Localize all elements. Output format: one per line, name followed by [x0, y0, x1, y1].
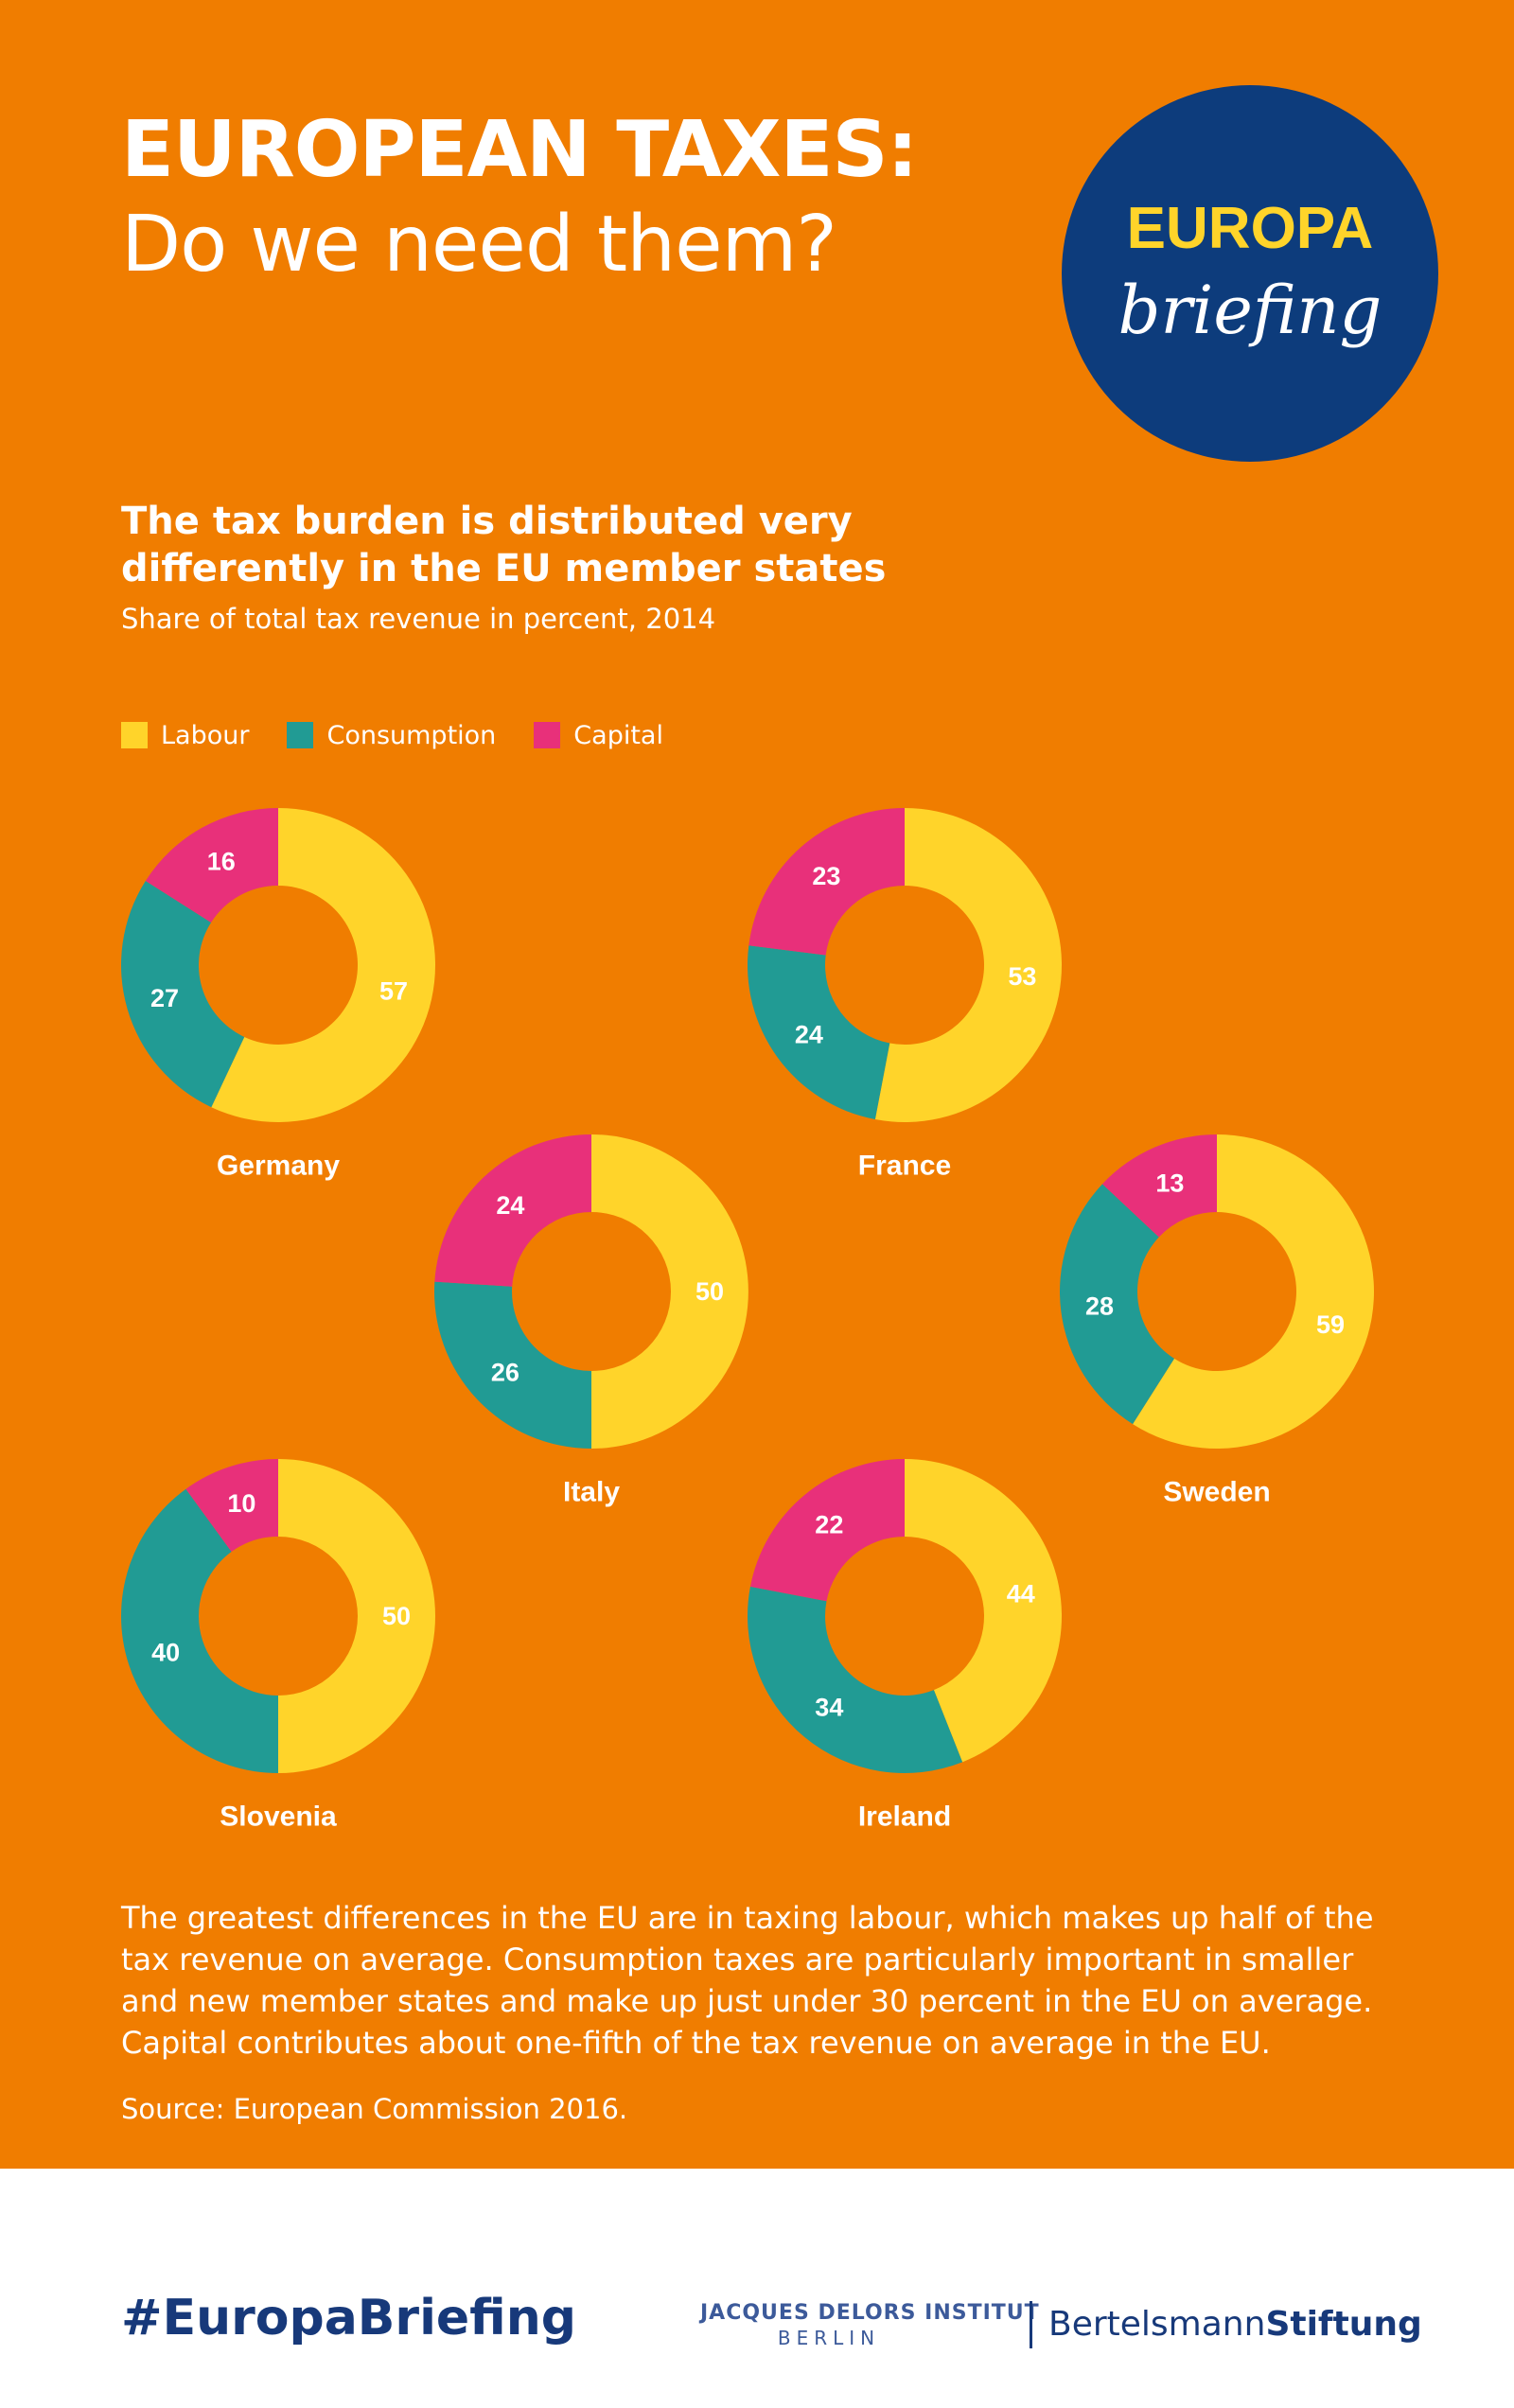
- donut-slovenia: 50 40 10 Slovenia: [120, 1459, 435, 1833]
- source-note: Source: European Commission 2016.: [121, 2093, 628, 2125]
- donut-segment-sweden-consumption: [1060, 1184, 1174, 1425]
- logo-word-briefing: briefing: [1118, 272, 1382, 349]
- donut-italy: 50 26 24 Italy: [434, 1134, 748, 1508]
- jdi-city: BERLIN: [777, 2327, 881, 2349]
- country-label-germany: Germany: [217, 1151, 340, 1182]
- legend-swatch-capital: [534, 722, 561, 748]
- donut-ireland: 44 34 22 Ireland: [748, 1459, 1063, 1833]
- donut-segment-germany-capital: [145, 808, 278, 923]
- page-title: EUROPEAN TAXES:: [121, 105, 918, 195]
- data-label-france-capital: 23: [812, 862, 840, 890]
- donut-segment-slovenia-labour: [278, 1459, 435, 1773]
- donut-sweden: 59 28 13 Sweden: [1060, 1134, 1375, 1508]
- donut-segment-slovenia-capital: [185, 1459, 278, 1553]
- legend-label-labour: Labour: [161, 720, 250, 750]
- logo-circle: [1062, 85, 1438, 462]
- chart-description: The greatest differences in the EU are i…: [121, 1900, 1374, 2061]
- data-label-sweden-consumption: 28: [1085, 1292, 1114, 1321]
- data-label-italy-consumption: 26: [491, 1359, 519, 1387]
- jacques-delors-institut-logo: JACQUES DELORS INSTITUT BERLIN: [700, 2301, 1040, 2349]
- donut-segment-ireland-consumption: [748, 1586, 963, 1773]
- chart-title: The tax burden is distributed very diffe…: [121, 500, 887, 590]
- legend-item-consumption: Consumption: [287, 721, 496, 750]
- europa-briefing-logo: EUROPA briefing: [1062, 85, 1438, 462]
- legend-swatch-consumption: [287, 722, 314, 748]
- donut-segment-sweden-capital: [1101, 1134, 1217, 1238]
- data-label-slovenia-labour: 50: [382, 1602, 411, 1630]
- donut-segment-germany-labour: [211, 808, 435, 1122]
- donut-segment-ireland-capital: [749, 1459, 905, 1602]
- data-label-germany-capital: 16: [207, 847, 236, 875]
- chart-subtitle: Share of total tax revenue in percent, 2…: [121, 603, 716, 635]
- data-label-sweden-capital: 13: [1155, 1169, 1184, 1197]
- legend-item-capital: Capital: [534, 721, 663, 750]
- donut-france: 53 24 23 France: [747, 808, 1062, 1182]
- donut-segment-sweden-labour: [1133, 1134, 1375, 1449]
- bs-logo-part1: Bertelsmann: [1048, 2305, 1266, 2344]
- data-label-slovenia-consumption: 40: [151, 1639, 180, 1667]
- logo-word-europa: EUROPA: [1127, 196, 1374, 261]
- bs-logo-part2: Stiftung: [1265, 2305, 1422, 2344]
- country-label-ireland: Ireland: [858, 1802, 951, 1833]
- legend-label-capital: Capital: [573, 720, 663, 750]
- donut-segment-france-capital: [748, 808, 905, 956]
- country-label-italy: Italy: [563, 1477, 620, 1508]
- donut-segment-ireland-labour: [905, 1459, 1063, 1763]
- data-label-ireland-labour: 44: [1007, 1580, 1035, 1608]
- chart-legend: Labour Consumption Capital: [121, 716, 701, 754]
- footer-divider: [1030, 2301, 1032, 2348]
- legend-item-labour: Labour: [121, 721, 249, 750]
- data-label-germany-consumption: 27: [150, 984, 179, 1012]
- donut-germany: 57 27 16 Germany: [120, 808, 435, 1182]
- legend-label-consumption: Consumption: [326, 720, 497, 750]
- jdi-name: JACQUES DELORS INSTITUT: [700, 2301, 1040, 2325]
- country-label-slovenia: Slovenia: [220, 1802, 337, 1833]
- data-label-italy-capital: 24: [496, 1191, 524, 1220]
- donut-segment-italy-consumption: [434, 1281, 591, 1449]
- data-label-ireland-consumption: 34: [815, 1693, 843, 1721]
- data-label-france-consumption: 24: [795, 1020, 823, 1048]
- country-label-france: France: [858, 1151, 951, 1182]
- donut-segment-slovenia-consumption: [120, 1488, 278, 1773]
- data-label-slovenia-capital: 10: [227, 1489, 255, 1518]
- donut-segment-italy-capital: [434, 1134, 591, 1287]
- donut-segment-france-consumption: [747, 945, 890, 1120]
- legend-swatch-labour: [121, 722, 148, 748]
- donut-segment-france-labour: [874, 808, 1062, 1122]
- infographic-panel: EUROPEAN TAXES: Do we need them? EUROPA …: [0, 0, 1514, 2169]
- data-label-germany-labour: 57: [379, 976, 408, 1005]
- donut-segment-italy-labour: [591, 1134, 748, 1449]
- page-subtitle: Do we need them?: [121, 200, 837, 290]
- donut-charts: 57 27 16 Germany 53 24 23 France 50 26 24 Italy 59 28…: [120, 808, 1375, 1833]
- data-label-sweden-labour: 59: [1316, 1310, 1345, 1339]
- data-label-italy-labour: 50: [695, 1277, 724, 1306]
- data-label-ireland-capital: 22: [815, 1511, 843, 1539]
- donut-segment-germany-consumption: [120, 881, 245, 1108]
- country-label-sweden: Sweden: [1163, 1477, 1270, 1508]
- bertelsmann-stiftung-logo: BertelsmannStiftung: [1048, 2305, 1422, 2344]
- data-label-france-labour: 53: [1008, 962, 1036, 991]
- hashtag: #EuropaBriefing: [121, 2290, 576, 2346]
